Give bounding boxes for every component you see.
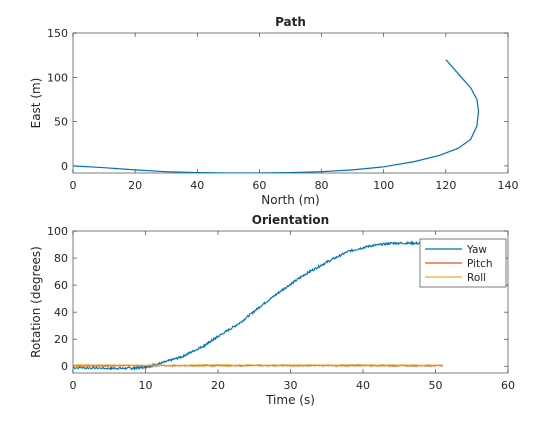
path-line (73, 59, 480, 173)
orientation-x-tick-label: 60 (501, 379, 515, 392)
orientation-x-tick-label: 0 (70, 379, 77, 392)
path-y-tick-label: 100 (47, 71, 68, 84)
orientation-y-tick-label: 60 (54, 279, 68, 292)
path-title: Path (275, 15, 306, 29)
path-axes-box (72, 32, 509, 174)
path-x-tick-label: 120 (435, 179, 456, 192)
orientation-x-tick-label: 40 (356, 379, 370, 392)
orientation-x-tick-label: 20 (211, 379, 225, 392)
path-y-tick-label: 150 (47, 27, 68, 40)
path-x-tick-label: 140 (498, 179, 519, 192)
orientation-y-tick-label: 0 (61, 360, 68, 373)
path-x-tick-label: 80 (315, 179, 329, 192)
path-x-tick-label: 20 (128, 179, 142, 192)
path-x-tick-label: 60 (252, 179, 266, 192)
orientation-legend-label-pitch: Pitch (467, 258, 493, 270)
orientation-y-tick-label: 100 (47, 225, 68, 238)
path-y-tick-label: 50 (54, 116, 68, 129)
orientation-x-axis-label: Time (s) (265, 393, 315, 407)
orientation-legend-label-roll: Roll (467, 272, 486, 284)
path-y-axis-label: East (m) (29, 78, 43, 129)
path-x-axis-label: North (m) (261, 193, 319, 207)
path-y-tick-label: 0 (61, 160, 68, 173)
orientation-y-tick-label: 40 (54, 306, 68, 319)
orientation-y-tick-label: 20 (54, 333, 68, 346)
orientation-x-tick-label: 30 (284, 379, 298, 392)
orientation-roll-line (73, 364, 443, 366)
orientation-title: Orientation (252, 213, 329, 227)
path-x-tick-label: 100 (373, 179, 394, 192)
path-x-tick-label: 40 (190, 179, 204, 192)
path-x-tick-label: 0 (70, 179, 77, 192)
orientation-legend-label-yaw: Yaw (466, 244, 487, 256)
orientation-x-tick-label: 50 (429, 379, 443, 392)
orientation-y-axis-label: Rotation (degrees) (29, 246, 43, 358)
orientation-y-tick-label: 80 (54, 252, 68, 265)
orientation-x-tick-label: 10 (139, 379, 153, 392)
orientation-yaw-line (73, 240, 444, 371)
